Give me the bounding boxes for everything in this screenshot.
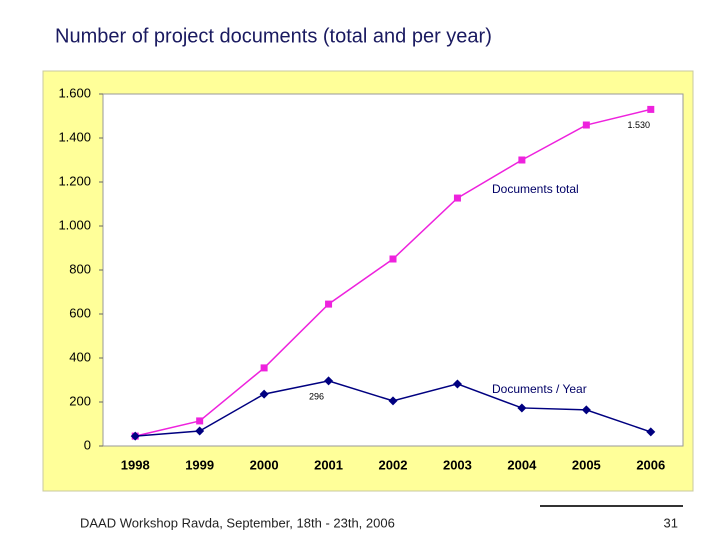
data-label: 1.530 (628, 120, 651, 130)
marker (452, 379, 462, 389)
marker (517, 403, 527, 413)
data-label: 296 (309, 391, 324, 401)
slide-title: Number of project documents (total and p… (55, 25, 492, 47)
marker (518, 156, 526, 164)
marker (453, 194, 461, 202)
marker (581, 405, 591, 415)
marker (260, 364, 268, 372)
marker (388, 396, 398, 406)
marker (325, 300, 333, 308)
x-tick-label: 2000 (250, 457, 279, 472)
y-tick-label: 200 (69, 393, 91, 408)
marker (647, 105, 655, 113)
y-tick-label: 0 (84, 437, 91, 452)
marker (582, 121, 590, 129)
marker (389, 255, 397, 263)
y-tick-label: 1.400 (58, 129, 91, 144)
y-tick-label: 1.000 (58, 217, 91, 232)
marker (195, 426, 205, 436)
series-label: Documents / Year (492, 382, 587, 396)
y-tick-label: 400 (69, 349, 91, 364)
y-tick-label: 600 (69, 305, 91, 320)
marker (130, 431, 140, 441)
footer-text: DAAD Workshop Ravda, September, 18th - 2… (80, 515, 395, 530)
x-tick-label: 2006 (636, 457, 665, 472)
x-tick-label: 2002 (379, 457, 408, 472)
y-tick-label: 1.600 (58, 85, 91, 100)
x-tick-label: 1999 (185, 457, 214, 472)
x-tick-label: 2003 (443, 457, 472, 472)
plot-area (102, 93, 684, 447)
x-tick-label: 2001 (314, 457, 343, 472)
marker (196, 417, 204, 425)
series-label: Documents total (492, 182, 579, 196)
y-tick-label: 800 (69, 261, 91, 276)
page-number: 31 (664, 515, 678, 530)
x-tick-label: 1998 (121, 457, 150, 472)
y-tick-label: 1.200 (58, 173, 91, 188)
marker (259, 389, 269, 399)
marker (646, 427, 656, 437)
x-tick-label: 2004 (507, 457, 537, 472)
x-tick-label: 2005 (572, 457, 601, 472)
marker (324, 376, 334, 386)
